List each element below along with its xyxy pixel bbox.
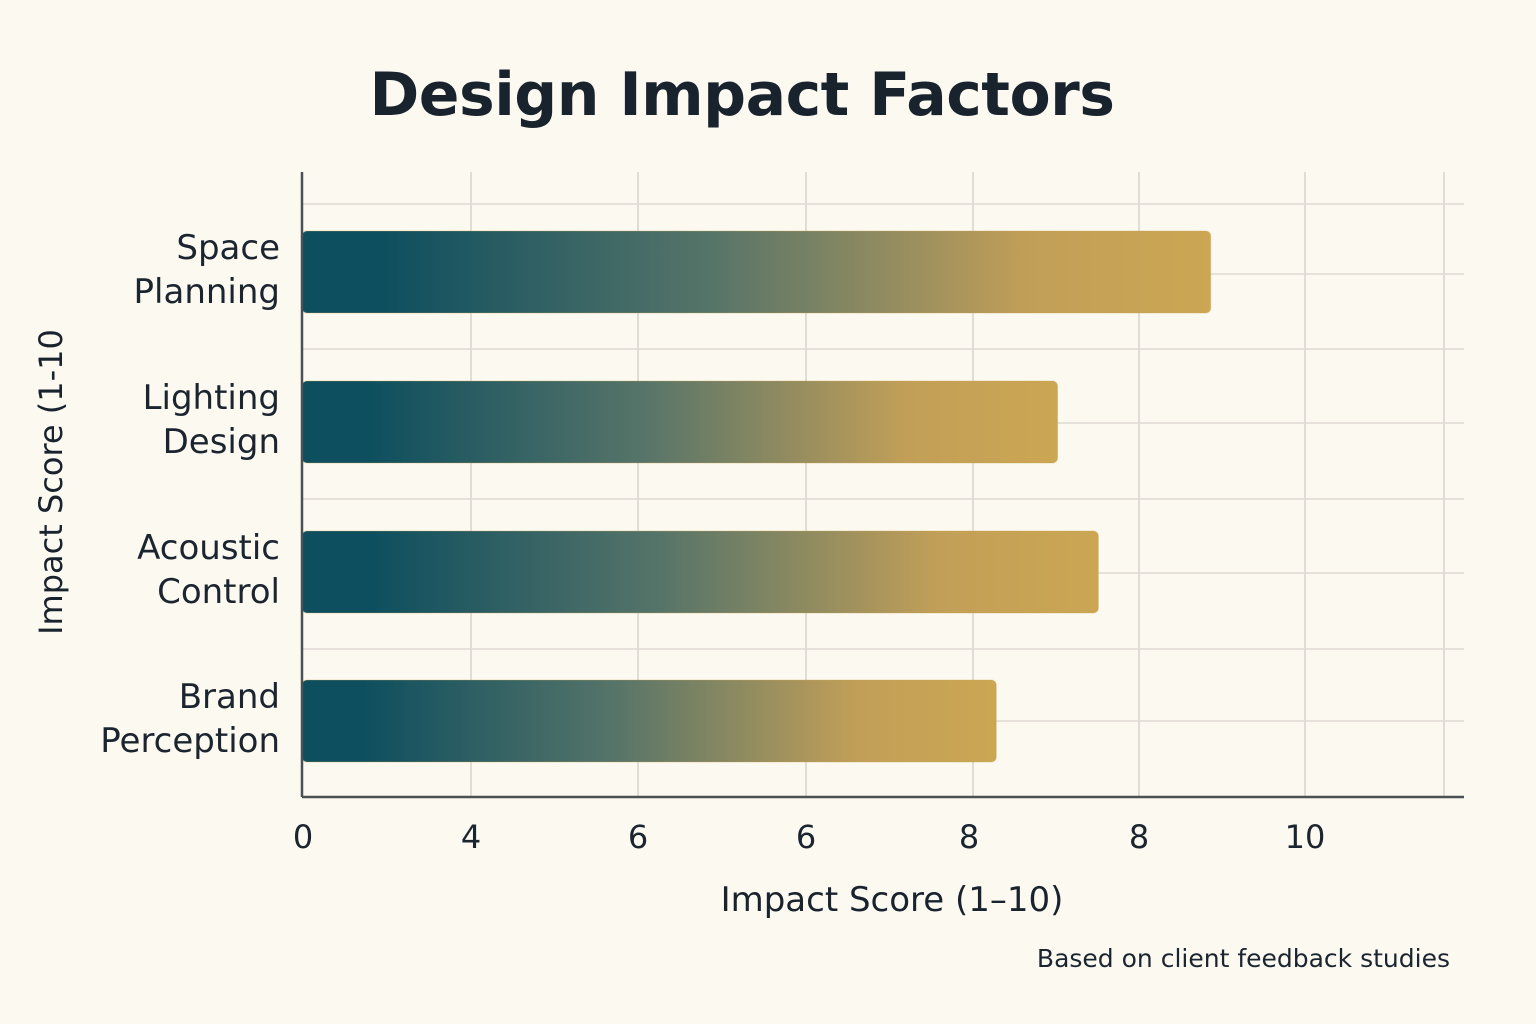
category-label-line: Design: [163, 422, 280, 462]
category-label: Space Planning: [134, 228, 280, 312]
category-label-line: Acoustic: [137, 528, 280, 568]
bar: [301, 530, 1099, 614]
bar: [301, 380, 1059, 464]
category-label: Lighting Design: [143, 378, 280, 462]
category-label-line: Planning: [134, 272, 280, 312]
x-tick-label: 6: [628, 818, 648, 856]
category-label-line: Lighting: [143, 378, 280, 418]
bar: [301, 230, 1212, 314]
x-tick-label: 4: [461, 818, 481, 856]
y-axis-title: Impact Score (1-10: [32, 329, 70, 635]
axes: [300, 172, 1464, 799]
x-tick-label: 8: [1129, 818, 1149, 856]
x-tick-labels: 0 4 6 6 8 8 10: [293, 818, 1326, 856]
category-label-line: Perception: [100, 721, 280, 761]
category-label-line: Brand: [179, 677, 280, 717]
x-axis-title: Impact Score (1–10): [721, 880, 1064, 920]
bar: [301, 679, 997, 763]
category-label-line: Control: [157, 572, 280, 612]
x-tick-label: 0: [293, 818, 313, 856]
category-label-line: Space: [176, 228, 280, 268]
category-label: Acoustic Control: [137, 528, 280, 612]
bars: [301, 230, 1212, 763]
x-tick-label: 8: [959, 818, 979, 856]
footnote: Based on client feedback studies: [1036, 944, 1450, 973]
x-tick-label: 10: [1285, 818, 1326, 856]
category-label: Brand Perception: [100, 677, 280, 761]
x-tick-label: 6: [796, 818, 816, 856]
chart-title: Design Impact Factors: [369, 60, 1115, 130]
category-labels: Space Planning Lighting Design Acoustic Contr…: [100, 228, 280, 761]
